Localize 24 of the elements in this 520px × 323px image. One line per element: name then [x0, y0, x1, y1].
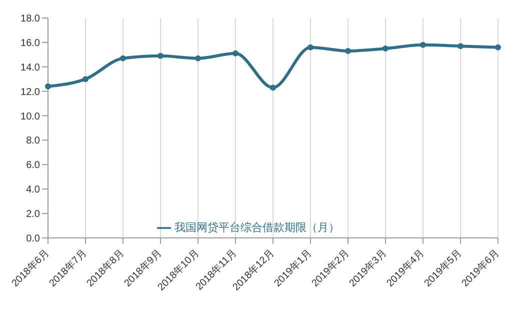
point: [420, 42, 426, 48]
point: [120, 55, 126, 62]
y-tick-label: 14.0: [20, 62, 40, 74]
point: [495, 44, 501, 50]
y-tick-label: 2.0: [26, 209, 40, 220]
y-tick-label: 12.0: [20, 86, 40, 98]
legend-label: 我国网贷平台综合借款期限（月）: [174, 222, 340, 234]
point: [45, 83, 51, 90]
y-tick-label: 10.0: [20, 111, 40, 122]
point: [158, 52, 164, 59]
point: [270, 84, 276, 91]
point: [195, 55, 201, 62]
y-tick-label: 8.0: [26, 136, 40, 147]
point: [232, 50, 238, 56]
point: [458, 43, 464, 50]
y-tick-label: 6.0: [26, 160, 40, 172]
y-tick-label: 16.0: [20, 38, 40, 49]
point: [382, 46, 388, 52]
point: [345, 48, 351, 54]
y-tick-label: 0.0: [26, 233, 40, 244]
point: [308, 44, 314, 50]
y-tick-label: 18.0: [20, 14, 40, 25]
y-tick-label: 4.0: [26, 184, 40, 196]
point: [82, 76, 88, 82]
